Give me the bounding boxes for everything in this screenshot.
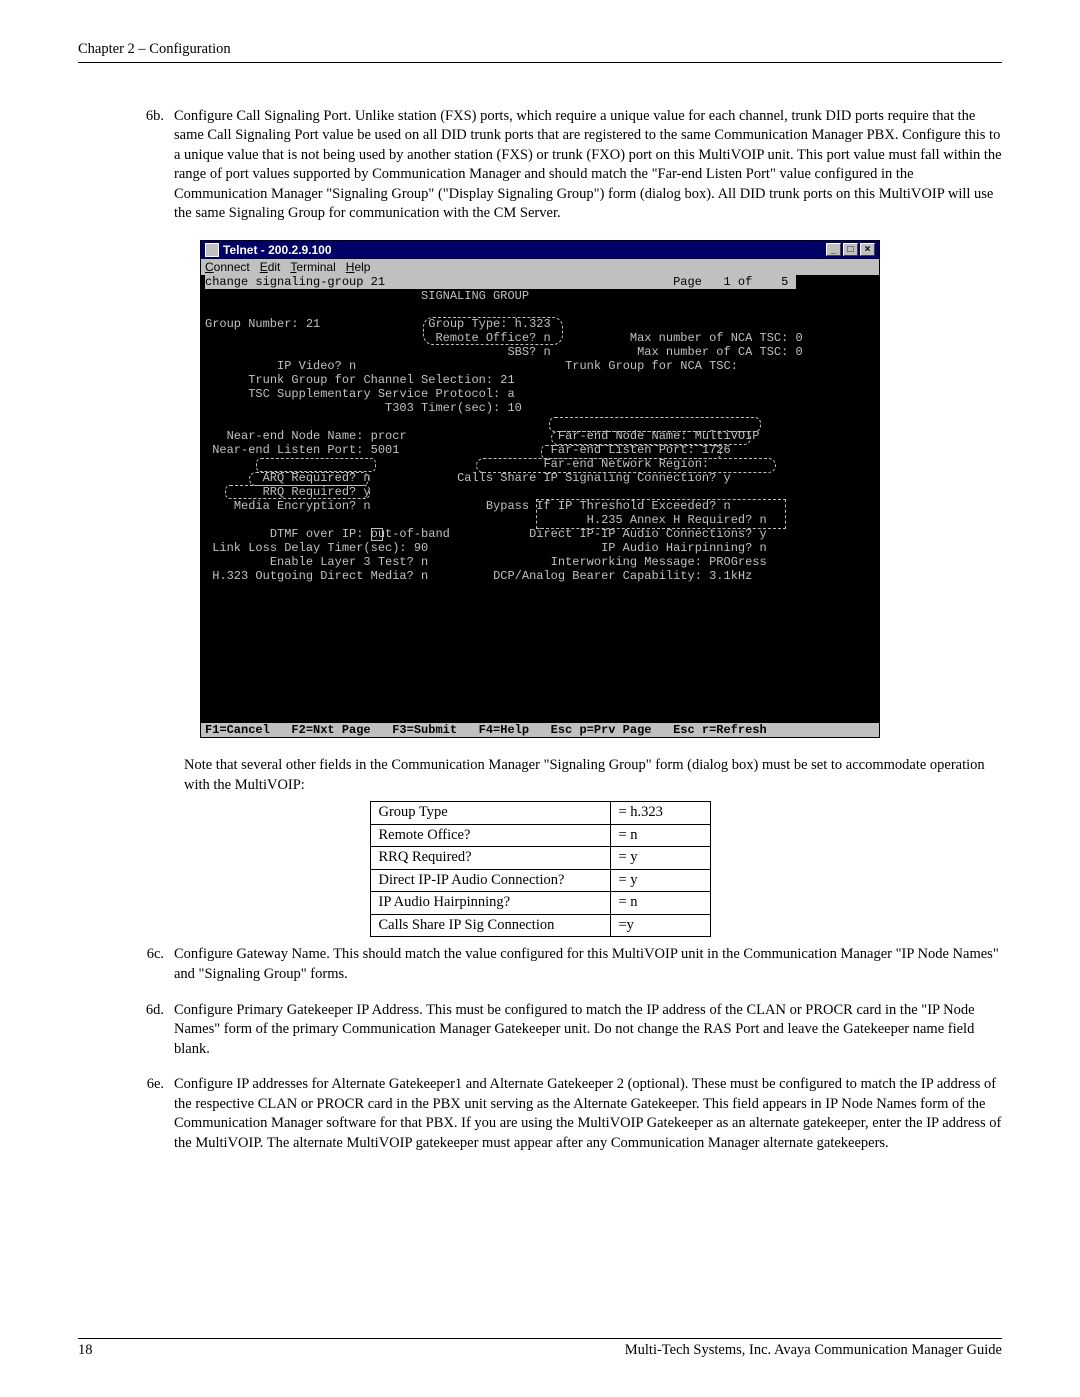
l8a: Near-end Node Name: procr — [227, 429, 407, 443]
setting-field: Remote Office? — [370, 824, 610, 847]
telnet-menubar: Connect Edit Terminal Help — [201, 259, 879, 275]
step-number: 6e. — [78, 1075, 174, 1157]
step-text: Configure Call Signaling Port. Unlike st… — [174, 107, 1002, 228]
l17c: Interworking Message: PROGress — [551, 555, 767, 569]
step-6d: 6d. Configure Primary Gatekeeper IP Addr… — [78, 1001, 1002, 1064]
telnet-window: Telnet - 200.2.9.100 _ □ × Connect Edit … — [200, 240, 880, 738]
l13c: Bypass If IP Threshold Exceeded? n — [486, 499, 731, 513]
l10c: Far-end Network Region: — [543, 457, 709, 471]
table-row: Group Type= h.323 — [370, 802, 710, 825]
l6a: TSC Supplementary Service Protocol: a — [248, 387, 514, 401]
l9a: Near-end Listen Port: 5001 — [212, 443, 399, 457]
note-paragraph: Note that several other fields in the Co… — [184, 756, 1002, 795]
l11a: ARQ Required? n — [263, 471, 371, 485]
menu-help[interactable]: Help — [346, 260, 371, 274]
step-text: Configure Gateway Name. This should matc… — [174, 945, 1002, 988]
l8c: Far-end Node Name: MultiVOIP — [558, 429, 760, 443]
setting-value: = y — [610, 869, 710, 892]
setting-field: Calls Share IP Sig Connection — [370, 914, 610, 937]
l18c: DCP/Analog Bearer Capability: 3.1kHz — [493, 569, 752, 583]
step-6d-body: Configure Primary Gatekeeper IP Address.… — [174, 1001, 1002, 1060]
settings-table: Group Type= h.323Remote Office?= nRRQ Re… — [370, 801, 711, 937]
l1b: Group Type: h.323 — [428, 317, 550, 331]
setting-value: = n — [610, 824, 710, 847]
l3c: Max number of CA TSC: 0 — [637, 345, 803, 359]
step-text: Configure IP addresses for Alternate Gat… — [174, 1075, 1002, 1157]
step-text: Configure Primary Gatekeeper IP Address.… — [174, 1001, 1002, 1064]
signaling-heading: SIGNALING GROUP — [421, 289, 529, 303]
table-row: Remote Office?= n — [370, 824, 710, 847]
window-buttons: _ □ × — [826, 243, 875, 256]
l1a: Group Number: 21 — [205, 317, 320, 331]
l15c: Direct IP-IP Audio Connections? y — [529, 527, 767, 541]
menu-connect[interactable]: Connect — [205, 260, 250, 274]
l12a: RRQ Required? y — [263, 485, 371, 499]
step-number: 6d. — [78, 1001, 174, 1064]
page-number: 18 — [78, 1341, 93, 1361]
l16c: IP Audio Hairpinning? n — [601, 541, 767, 555]
l16a: Link Loss Delay Timer(sec): 90 — [212, 541, 428, 555]
step-6b: 6b. Configure Call Signaling Port. Unlik… — [78, 107, 1002, 228]
l3b: SBS? n — [507, 345, 550, 359]
maximize-button[interactable]: □ — [843, 243, 858, 256]
minimize-button[interactable]: _ — [826, 243, 841, 256]
l13a: Media Encryption? n — [234, 499, 371, 513]
telnet-body: change signaling-group 21 Page 1 of 5 SI… — [201, 275, 879, 723]
table-row: RRQ Required?= y — [370, 847, 710, 870]
step-6c-body: Configure Gateway Name. This should matc… — [174, 945, 1002, 984]
l4a: IP Video? n — [277, 359, 356, 373]
step-6e: 6e. Configure IP addresses for Alternate… — [78, 1075, 1002, 1157]
setting-value: = n — [610, 892, 710, 915]
setting-value: = h.323 — [610, 802, 710, 825]
table-row: IP Audio Hairpinning?= n — [370, 892, 710, 915]
menu-terminal[interactable]: Terminal — [290, 260, 335, 274]
setting-field: Group Type — [370, 802, 610, 825]
table-row: Calls Share IP Sig Connection=y — [370, 914, 710, 937]
cmd-right: Page 1 of 5 — [673, 275, 788, 289]
menu-edit[interactable]: Edit — [260, 260, 281, 274]
l17a: Enable Layer 3 Test? n — [270, 555, 428, 569]
table-row: Direct IP-IP Audio Connection?= y — [370, 869, 710, 892]
l18a: H.323 Outgoing Direct Media? n — [212, 569, 428, 583]
page-header: Chapter 2 – Configuration — [78, 40, 1002, 63]
footer-right: Multi-Tech Systems, Inc. Avaya Communica… — [625, 1341, 1002, 1361]
setting-field: RRQ Required? — [370, 847, 610, 870]
step-number: 6c. — [78, 945, 174, 988]
l14c: H.235 Annex H Required? n — [587, 513, 767, 527]
app-icon — [205, 243, 219, 257]
l5a: Trunk Group for Channel Selection: 21 — [248, 373, 514, 387]
l2b: Remote Office? n — [435, 331, 550, 345]
oval-arq — [256, 458, 376, 472]
l9c: Far-end Listen Port: 1726 — [551, 443, 731, 457]
step-number: 6b. — [78, 107, 174, 228]
setting-value: =y — [610, 914, 710, 937]
l7a: T303 Timer(sec): 10 — [385, 401, 522, 415]
page-footer: 18 Multi-Tech Systems, Inc. Avaya Commun… — [78, 1338, 1002, 1361]
cmd-left: change signaling-group 21 — [205, 275, 385, 289]
l4c: Trunk Group for NCA TSC: — [565, 359, 738, 373]
step-6e-body: Configure IP addresses for Alternate Gat… — [174, 1075, 1002, 1153]
setting-value: = y — [610, 847, 710, 870]
setting-field: Direct IP-IP Audio Connection? — [370, 869, 610, 892]
telnet-titlebar: Telnet - 200.2.9.100 _ □ × — [201, 241, 879, 259]
window-title: Telnet - 200.2.9.100 — [223, 243, 332, 257]
l15a: DTMF over IP: out-of-band — [270, 527, 450, 541]
telnet-footer: F1=Cancel F2=Nxt Page F3=Submit F4=Help … — [201, 723, 879, 737]
step-6c: 6c. Configure Gateway Name. This should … — [78, 945, 1002, 988]
step-6b-body: Configure Call Signaling Port. Unlike st… — [174, 107, 1002, 224]
close-button[interactable]: × — [860, 243, 875, 256]
l2c: Max number of NCA TSC: 0 — [630, 331, 803, 345]
l11c: Calls Share IP Signaling Connection? y — [457, 471, 731, 485]
setting-field: IP Audio Hairpinning? — [370, 892, 610, 915]
